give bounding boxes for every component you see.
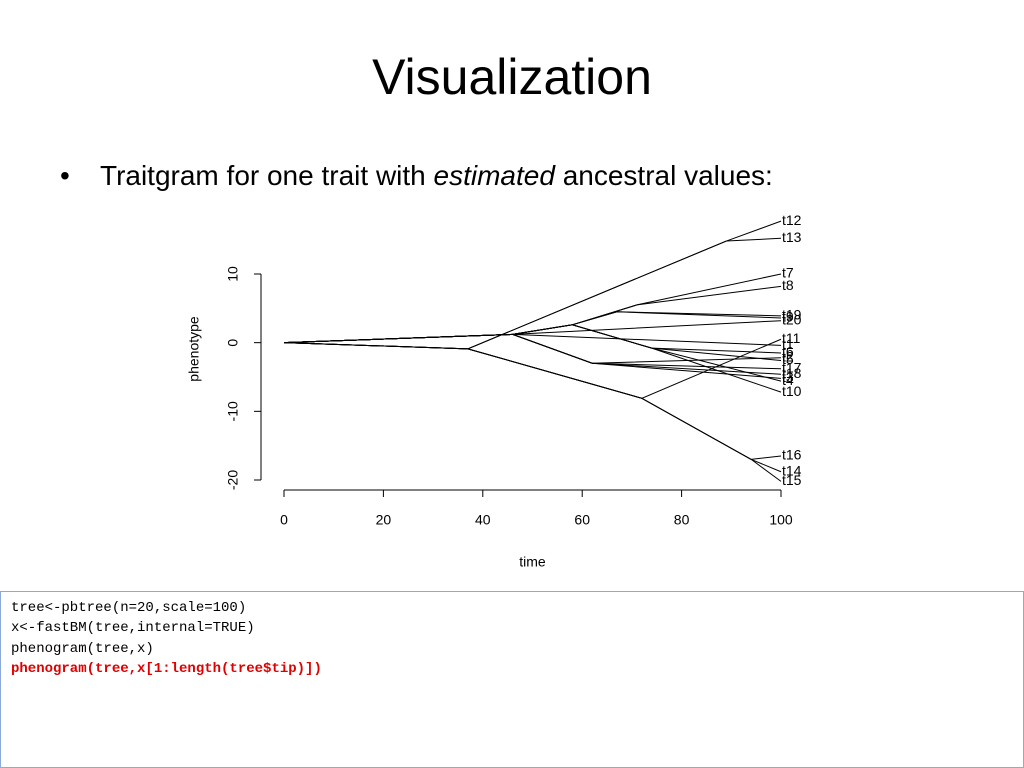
lineage — [283, 333, 782, 379]
lineage — [283, 220, 782, 350]
lineage — [283, 342, 782, 482]
y-axis-label: phenotype — [186, 316, 202, 382]
lineage — [283, 237, 782, 350]
tip-label: t1 — [782, 336, 794, 352]
code-line: phenogram(tree,x) — [11, 641, 154, 657]
tip-label: t20 — [782, 311, 802, 327]
chart: 0 20 40 60 80 100 -20 -10 0 10 time phenotype t12t13… — [186, 212, 802, 570]
x-tick-label: 40 — [475, 512, 491, 528]
lineage — [283, 324, 782, 393]
tip-label: t16 — [782, 447, 802, 463]
bullet-text: ancestral values: — [554, 160, 773, 191]
x-tick-label: 20 — [376, 512, 392, 528]
tip-label: t12 — [782, 212, 802, 228]
slide-title: Visualization — [372, 49, 652, 105]
x-tick-label: 60 — [574, 512, 590, 528]
x-axis-label: time — [519, 554, 546, 570]
code-line: x<-fastBM(tree,internal=TRUE) — [11, 620, 255, 636]
y-tick-label: -10 — [225, 401, 241, 421]
code-box: tree<-pbtree(n=20,scale=100) x<-fastBM(t… — [0, 591, 1024, 768]
code-line: tree<-pbtree(n=20,scale=100) — [11, 600, 247, 616]
y-tick-label: 10 — [225, 266, 241, 282]
x-tick-label: 0 — [280, 512, 288, 528]
tip-label: t19 — [782, 307, 802, 323]
y-tick-label: 0 — [225, 339, 241, 347]
tip-label: t14 — [782, 462, 802, 478]
tip-label: t18 — [782, 365, 802, 381]
tip-label: t17 — [782, 359, 802, 375]
bullet-text: Traitgram for one trait with — [100, 160, 434, 191]
lineage — [283, 338, 782, 399]
tip-label: t5 — [782, 351, 794, 367]
tip-label: t8 — [782, 277, 794, 293]
lineage — [283, 311, 782, 344]
x-tick-label: 80 — [674, 512, 690, 528]
bullet-emphasis: estimated — [433, 160, 555, 191]
tip-label: t15 — [782, 472, 802, 488]
y-tick-label: -20 — [225, 470, 241, 490]
lineage — [283, 333, 782, 364]
tip-label: t11 — [782, 330, 801, 346]
bullet: • Traitgram for one trait with estimated … — [60, 160, 773, 191]
tip-label: t13 — [782, 229, 802, 245]
tip-label: t6 — [782, 344, 794, 360]
tip-label: t4 — [782, 372, 794, 388]
tip-label: t9 — [782, 309, 794, 325]
lineage — [283, 324, 782, 354]
lineage — [283, 311, 782, 344]
lineage — [283, 273, 782, 344]
code-line-highlight: phenogram(tree,x[1:length(tree$tip)]) — [11, 661, 322, 677]
x-tick-label: 100 — [769, 512, 793, 528]
tip-label: t2 — [782, 348, 794, 364]
tip-label: t10 — [782, 383, 802, 399]
tip-label: t7 — [782, 265, 794, 281]
tip-label: t3 — [782, 369, 794, 385]
